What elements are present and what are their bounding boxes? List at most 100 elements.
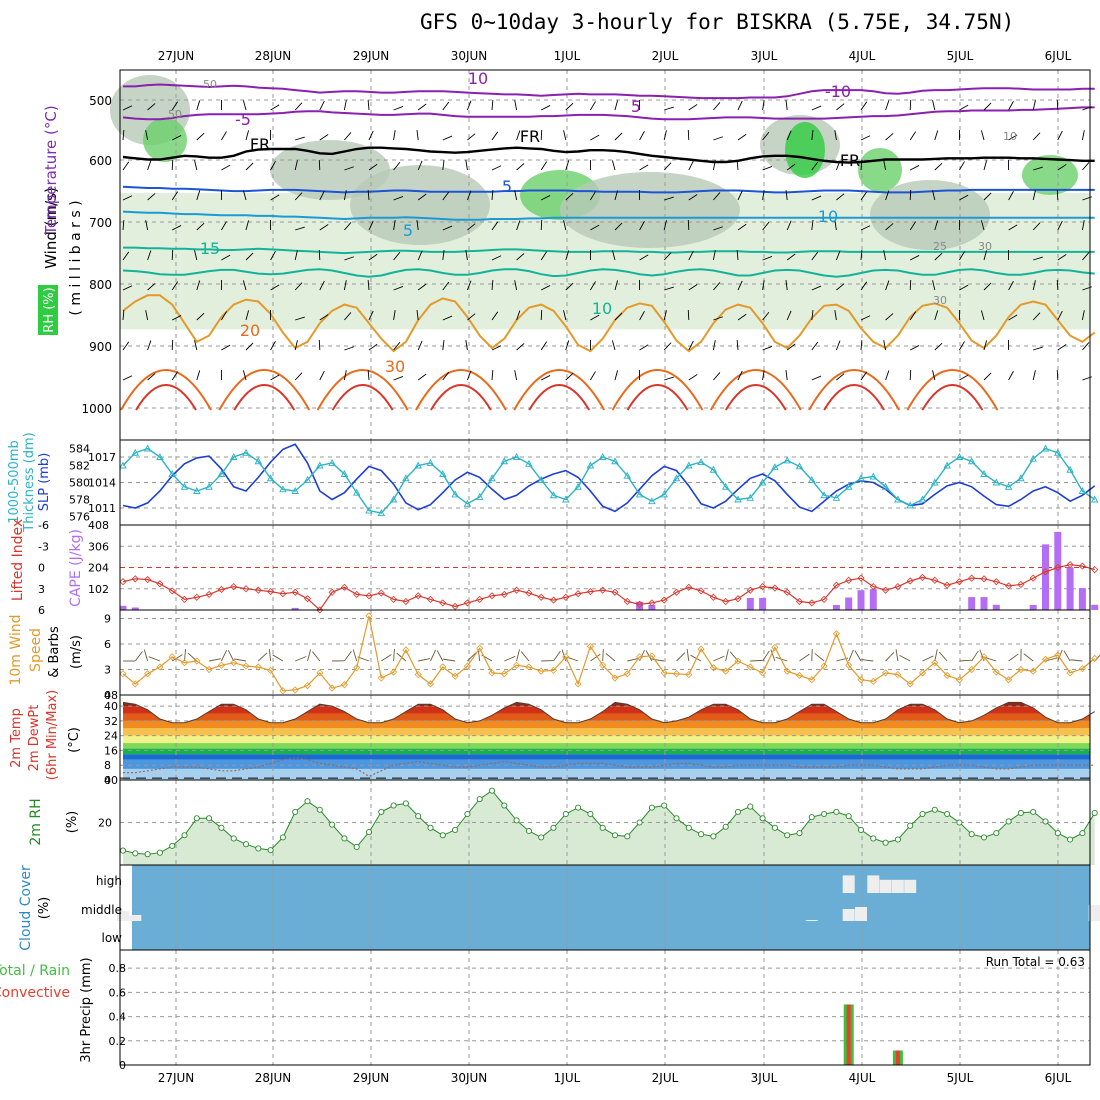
precip-label-total: Total / Rain [0, 963, 70, 979]
temp-band [123, 759, 1090, 769]
thickness-point [488, 474, 496, 482]
cape-label: CAPE (J/kg) [68, 529, 84, 607]
rh2m-point [279, 834, 286, 841]
li-point [685, 583, 693, 591]
slp-label: SLP (mb) [37, 453, 52, 512]
wind10-barb [352, 649, 358, 662]
wind10-barb [605, 652, 616, 662]
rh2m-point [427, 824, 434, 831]
wind-barb [664, 376, 674, 381]
wind-barb [196, 100, 201, 111]
wind-barb [393, 310, 396, 321]
wind-barb [959, 161, 965, 171]
wind-barb [122, 129, 125, 141]
date-label-bottom: 4JUL [849, 1071, 876, 1085]
wind-barb [934, 220, 939, 231]
precip-tick: 0.8 [109, 962, 127, 975]
li-point [353, 590, 361, 598]
wind-barb [639, 131, 645, 141]
thickness-point [549, 491, 558, 499]
rh2m-point [685, 824, 692, 831]
rh-blob [270, 140, 390, 200]
run-total: Run Total = 0.63 [986, 955, 1085, 969]
contour-label: 10 [1003, 130, 1017, 143]
date-label-bottom: 1JUL [554, 1071, 581, 1085]
wind-barb [516, 343, 525, 351]
wind-barb [932, 190, 936, 201]
rh2m-point [907, 822, 914, 829]
cloud-label: Cloud Cover [18, 865, 34, 951]
wind10-tick: 3 [104, 664, 111, 677]
wind-barb [590, 371, 596, 381]
warm-contour [415, 369, 507, 411]
li-point [931, 576, 939, 584]
wind-barb [1057, 164, 1067, 171]
li-point [131, 575, 139, 583]
wind-barb [294, 250, 298, 261]
precip-tick: 0.2 [109, 1035, 127, 1048]
wind-barb [687, 129, 690, 141]
wind-barb [611, 340, 616, 351]
wind-barb [242, 280, 247, 291]
li-point [623, 597, 631, 606]
cloud-high-bar [867, 875, 880, 893]
contour-label: 25 [933, 240, 947, 253]
li-point [180, 595, 189, 603]
wind10-barb [899, 654, 911, 662]
wind-barb [465, 160, 468, 171]
warm-contour [120, 369, 212, 411]
wind-barb [122, 251, 130, 261]
wind-barb [442, 191, 450, 201]
wind10-point [672, 670, 681, 678]
wind-barb [270, 161, 276, 171]
wind-barb [713, 192, 721, 201]
wind-barb [343, 190, 347, 201]
wind-barb [294, 192, 303, 201]
thickness-point [242, 448, 250, 456]
wind-barb [663, 252, 672, 261]
wind10-point [1078, 665, 1086, 673]
wind-barb [171, 225, 182, 231]
wind10-barb [984, 657, 997, 662]
li-point [303, 595, 312, 603]
rh2m-point [513, 817, 520, 824]
wind10-barb [770, 649, 776, 662]
wind10-barb [436, 650, 444, 662]
wind10-barb [220, 650, 228, 662]
precip-ylabel: 3hr Precip (mm) [79, 957, 94, 1062]
wind10-point [611, 674, 619, 682]
wind-barb [983, 282, 992, 291]
wind-barb [491, 165, 502, 171]
chart-title: GFS 0~10day 3-hourly for BISKRA (5.75E, … [420, 10, 1015, 34]
wind-barb [294, 160, 298, 171]
wind-barb [540, 375, 551, 381]
temp2m-tick: 48 [104, 689, 118, 702]
li-point [402, 597, 410, 606]
temp-band [123, 713, 1090, 721]
date-label-top: 28JUN [255, 49, 292, 63]
date-label-bottom: 5JUL [947, 1071, 974, 1085]
wind-barb [368, 310, 374, 321]
contour-label: 50 [203, 78, 217, 91]
thickness-point [1066, 465, 1074, 473]
temp-band [123, 748, 1090, 755]
wind-barb [514, 280, 518, 291]
date-label-top: 1JUL [554, 49, 581, 63]
wind-barb [1057, 130, 1063, 141]
rh2m-point [956, 819, 963, 826]
thickness-point [967, 457, 976, 465]
thickness-point [439, 470, 447, 477]
rh2m-point [218, 824, 225, 831]
thickness-point [808, 476, 816, 483]
wind-barb [344, 256, 355, 261]
wind-barb [663, 310, 667, 321]
wind-barb [565, 282, 574, 291]
wind10-barb [895, 649, 899, 662]
wind10-point [636, 653, 644, 661]
rh2m-point [919, 810, 926, 818]
date-label-bottom: 29JUN [353, 1071, 390, 1085]
wind10-point [500, 670, 508, 678]
wind-barb [860, 371, 868, 381]
li-point [267, 588, 275, 596]
wind-barb [712, 340, 716, 351]
